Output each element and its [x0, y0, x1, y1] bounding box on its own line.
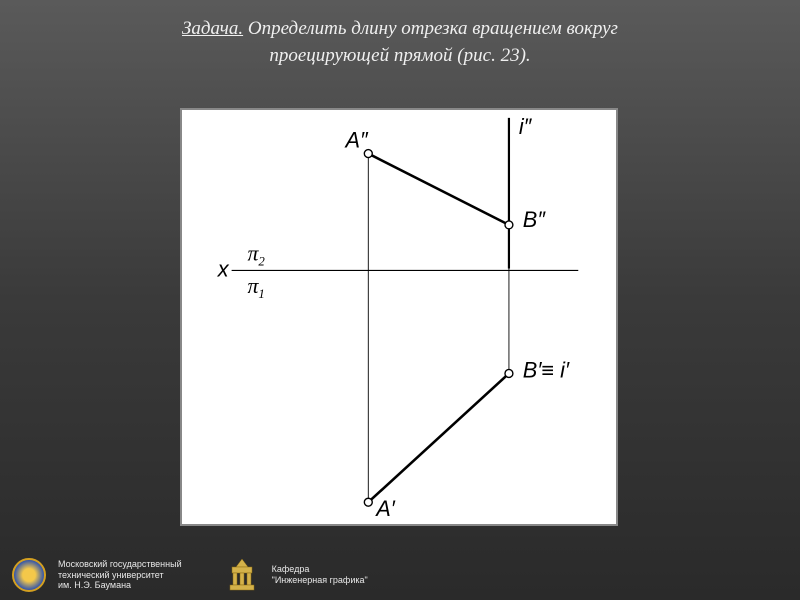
- pi2-label: π2: [247, 242, 265, 269]
- lbl-B1: B′≡ i′: [523, 357, 570, 382]
- title-line2: проецирующей прямой (рис. 23).: [269, 45, 530, 66]
- department-name: Кафедра "Инженерная графика": [272, 564, 368, 586]
- title-underlined: Задача.: [182, 18, 243, 39]
- department-emblem-icon: [224, 557, 260, 593]
- lbl-A1: A′: [374, 496, 396, 521]
- i2-label: i″: [519, 114, 533, 139]
- seg-A2B2: [368, 154, 509, 225]
- diagram-panel: x π2 π1 i″ A″ B″ B′≡ i′ A′: [180, 108, 618, 526]
- x-label: x: [217, 256, 230, 281]
- footer: Московский государственный технический у…: [0, 550, 800, 600]
- seg-A1B1: [368, 373, 509, 502]
- slide-title: Задача. Определить длину отрезка вращени…: [0, 0, 800, 69]
- lbl-B2: B″: [523, 207, 547, 232]
- pt-B1: [505, 369, 513, 377]
- university-name: Московский государственный технический у…: [58, 559, 182, 591]
- pt-A1: [364, 498, 372, 506]
- pi1-label: π1: [247, 274, 264, 301]
- university-logo-icon: [12, 558, 46, 592]
- title-rest1: Определить длину отрезка вращением вокру…: [243, 18, 618, 39]
- lbl-A2: A″: [344, 128, 370, 153]
- pt-B2: [505, 221, 513, 229]
- diagram-svg: x π2 π1 i″ A″ B″ B′≡ i′ A′: [182, 110, 616, 524]
